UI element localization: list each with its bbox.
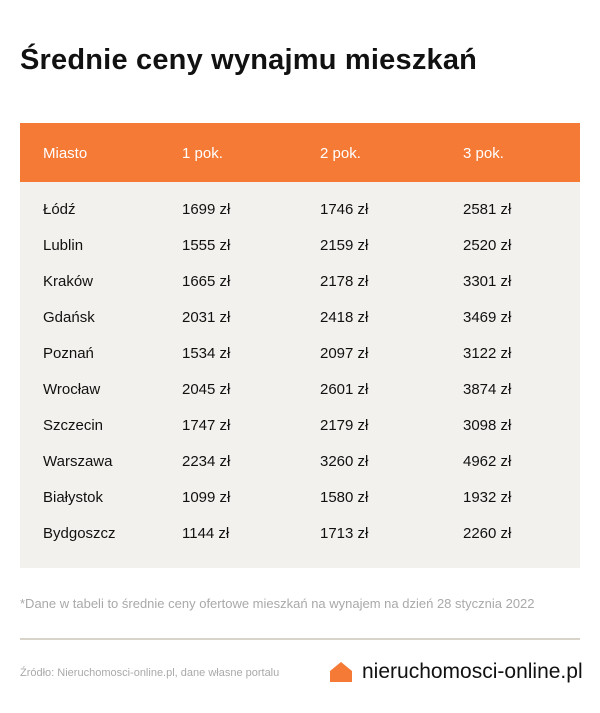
house-icon [330, 662, 352, 682]
price-cell: 2031 zł [182, 309, 231, 326]
table-row: Łódź 1699 zł 1746 zł 2581 zł [20, 201, 580, 237]
city-cell: Poznań [43, 345, 94, 362]
brand-name: nieruchomosci-online.pl [362, 660, 583, 683]
city-cell: Wrocław [43, 381, 101, 398]
city-cell: Szczecin [43, 417, 104, 434]
table-row: Wrocław 2045 zł 2601 zł 3874 zł [20, 381, 580, 417]
price-cell: 3098 zł [463, 417, 512, 434]
price-cell: 3469 zł [463, 309, 512, 326]
table-row: Lublin 1555 zł 2159 zł 2520 zł [20, 237, 580, 273]
footnote: *Dane w tabeli to średnie ceny ofertowe … [20, 596, 535, 611]
table-row: Szczecin 1747 zł 2179 zł 3098 zł [20, 417, 580, 453]
header-city: Miasto [43, 145, 88, 162]
price-cell: 2581 zł [463, 201, 512, 218]
page-title: Średnie ceny wynajmu mieszkań [20, 44, 478, 76]
price-cell: 2260 zł [463, 525, 512, 542]
city-cell: Lublin [43, 237, 84, 254]
price-cell: 1144 zł [182, 525, 230, 542]
price-cell: 1932 zł [463, 489, 512, 506]
price-cell: 1555 zł [182, 237, 231, 254]
price-cell: 2601 zł [320, 381, 369, 398]
table-row: Warszawa 2234 zł 3260 zł 4962 zł [20, 453, 580, 489]
price-cell: 2179 zł [320, 417, 369, 434]
table-row: Poznań 1534 zł 2097 zł 3122 zł [20, 345, 580, 381]
prices-table: Miasto 1 pok. 2 pok. 3 pok. Łódź 1699 zł 1… [20, 123, 580, 568]
header-2-rooms: 2 pok. [320, 145, 361, 162]
table-header: Miasto 1 pok. 2 pok. 3 pok. [20, 123, 580, 182]
divider [20, 638, 580, 640]
table-row: Bydgoszcz 1144 zł 1713 zł 2260 zł [20, 525, 580, 561]
brand-logo: nieruchomosci-online.pl [330, 660, 583, 684]
table-row: Gdańsk 2031 zł 2418 zł 3469 zł [20, 309, 580, 345]
city-cell: Kraków [43, 273, 94, 290]
price-cell: 1099 zł [182, 489, 231, 506]
price-cell: 3874 zł [463, 381, 512, 398]
price-cell: 2045 zł [182, 381, 231, 398]
table-row: Białystok 1099 zł 1580 zł 1932 zł [20, 489, 580, 525]
table-row: Kraków 1665 zł 2178 zł 3301 zł [20, 273, 580, 309]
price-cell: 3122 zł [463, 345, 512, 362]
city-cell: Gdańsk [43, 309, 95, 326]
price-cell: 1747 zł [182, 417, 231, 434]
table-body: Łódź 1699 zł 1746 zł 2581 zł Lublin 1555 zł 21… [20, 182, 580, 568]
price-cell: 3260 zł [320, 453, 369, 470]
city-cell: Warszawa [43, 453, 113, 470]
price-cell: 1580 zł [320, 489, 369, 506]
city-cell: Bydgoszcz [43, 525, 116, 542]
price-cell: 2234 zł [182, 453, 231, 470]
price-cell: 2520 zł [463, 237, 512, 254]
price-cell: 1534 zł [182, 345, 231, 362]
price-cell: 1746 zł [320, 201, 369, 218]
price-cell: 2159 zł [320, 237, 369, 254]
price-cell: 1713 zł [320, 525, 369, 542]
price-cell: 2097 zł [320, 345, 369, 362]
price-cell: 4962 zł [463, 453, 512, 470]
price-cell: 1665 zł [182, 273, 231, 290]
price-cell: 2418 zł [320, 309, 369, 326]
header-1-room: 1 pok. [182, 145, 223, 162]
price-cell: 3301 zł [463, 273, 512, 290]
header-3-rooms: 3 pok. [463, 145, 504, 162]
price-cell: 1699 zł [182, 201, 231, 218]
price-cell: 2178 zł [320, 273, 369, 290]
city-cell: Łódź [43, 201, 76, 218]
city-cell: Białystok [43, 489, 104, 506]
source-note: Źródło: Nieruchomosci-online.pl, dane wł… [20, 667, 280, 679]
